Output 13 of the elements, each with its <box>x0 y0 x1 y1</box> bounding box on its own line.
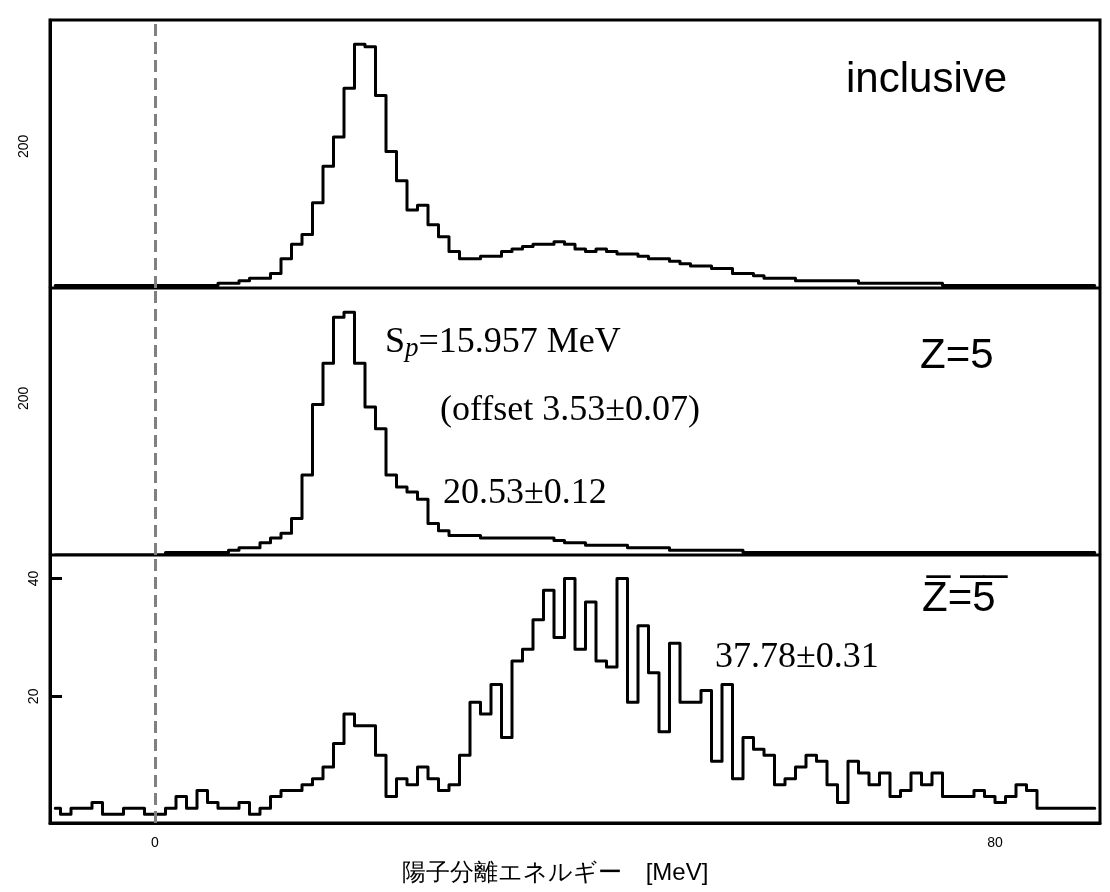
y-tick-label: 20 <box>25 688 41 705</box>
annotation: 37.78±0.31 <box>715 635 879 675</box>
text: 200 <box>15 386 31 410</box>
text: 200 <box>15 134 31 158</box>
annotation: (offset 3.53±0.07) <box>440 388 701 428</box>
x-tick-label: 0 <box>151 834 160 850</box>
annotation: Z̅=̅5̅ <box>922 572 1009 620</box>
annotation: 20.53±0.12 <box>443 471 607 511</box>
annotation: inclusive <box>846 53 1008 101</box>
x-axis-title: 陽子分離エネルギー [MeV] <box>401 857 709 885</box>
annotation: Z=5 <box>920 329 994 377</box>
x-tick-label: 80 <box>987 834 1003 850</box>
y-tick-label: 40 <box>25 570 41 587</box>
